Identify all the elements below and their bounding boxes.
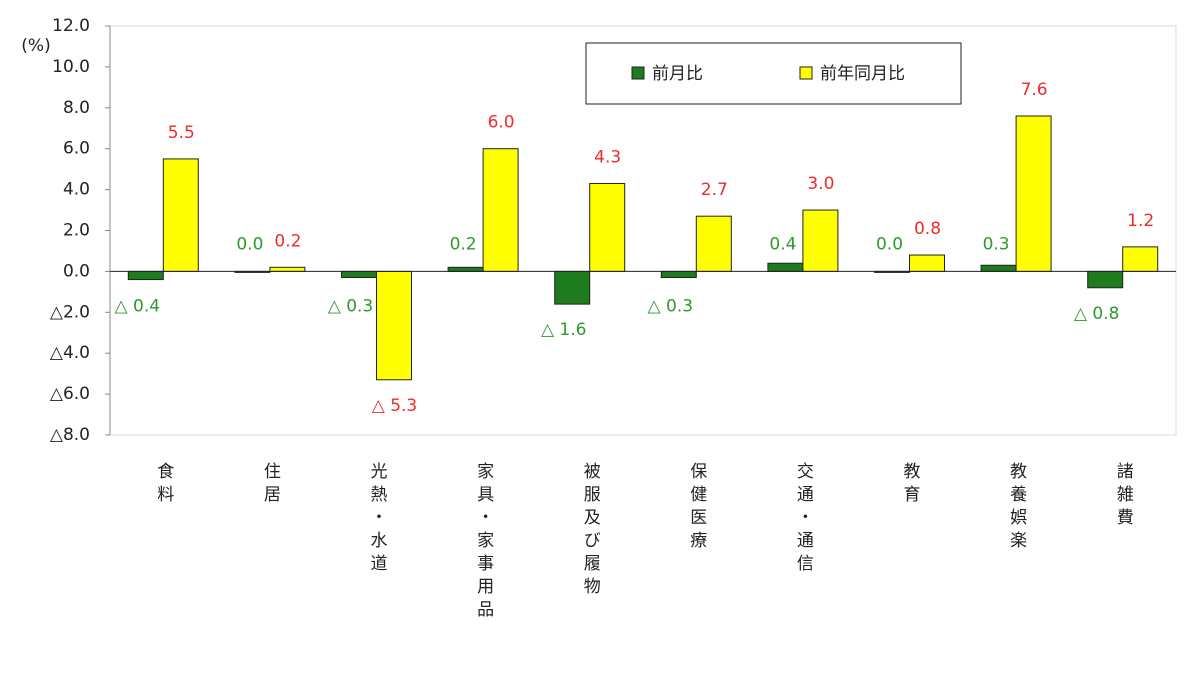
value-label: 0.2 (274, 231, 301, 251)
x-tick-label: 光熱・水道 (367, 462, 388, 577)
legend-swatch (631, 66, 645, 80)
bar (482, 148, 519, 272)
value-label: 3.0 (807, 174, 834, 194)
bar (1087, 270, 1124, 289)
bar (269, 266, 306, 272)
x-tick-label: 教養娯楽 (1006, 462, 1027, 554)
bar (162, 158, 199, 272)
value-label: 0.8 (914, 219, 941, 239)
value-label: 0.4 (769, 234, 796, 254)
value-label: △ 0.8 (1074, 304, 1120, 324)
bar (660, 270, 697, 279)
y-tick-label: 12.0 (52, 16, 90, 36)
value-label: △ 0.3 (328, 296, 374, 316)
y-tick-label: 0.0 (63, 261, 90, 281)
bar (767, 262, 804, 272)
x-tick-label: 保健医療 (686, 462, 707, 554)
bar (980, 264, 1017, 272)
value-label: 0.3 (983, 234, 1010, 254)
y-tick-label: △4.0 (50, 343, 90, 363)
value-label: △ 0.4 (115, 296, 161, 316)
y-tick-label: △2.0 (50, 302, 90, 322)
value-label: 6.0 (488, 113, 515, 133)
bar (376, 270, 412, 381)
unit-label: (%) (21, 36, 50, 56)
x-tick-label: 交通・通信 (793, 462, 814, 577)
y-tick-label: 10.0 (52, 57, 90, 77)
legend-label: 前月比 (652, 64, 703, 84)
value-label: △ 0.3 (648, 296, 694, 316)
bar (1122, 246, 1159, 272)
value-label: 5.5 (168, 123, 195, 143)
bar (554, 270, 591, 305)
x-tick-label: 被服及び履物 (580, 462, 601, 600)
y-tick-label: 8.0 (63, 98, 90, 118)
bar (695, 215, 732, 272)
bar (909, 254, 945, 272)
legend-swatch (799, 66, 813, 80)
bar (447, 266, 484, 272)
bar (341, 270, 377, 279)
value-label: 1.2 (1127, 211, 1154, 231)
bar (1015, 115, 1052, 272)
y-tick-label: △8.0 (50, 425, 90, 445)
y-tick-label: 4.0 (63, 180, 90, 200)
bar (802, 209, 839, 272)
y-tick-label: 2.0 (63, 221, 90, 241)
value-label: 0.2 (450, 234, 477, 254)
x-tick-label: 食料 (153, 462, 174, 508)
legend-box (585, 42, 962, 105)
value-label: 0.0 (876, 234, 903, 254)
x-tick-label: 諸雑費 (1113, 462, 1134, 531)
bar (589, 182, 626, 272)
value-label: 7.6 (1021, 80, 1048, 100)
value-label: 4.3 (594, 147, 621, 167)
x-tick-label: 教育 (900, 462, 921, 508)
y-tick-label: △6.0 (50, 384, 90, 404)
x-tick-label: 住居 (260, 462, 281, 508)
value-label: △ 1.6 (541, 320, 587, 340)
legend-label: 前年同月比 (820, 64, 905, 84)
x-tick-label: 家具・家事用品 (473, 462, 494, 623)
value-label: 2.7 (701, 180, 728, 200)
bar (127, 270, 164, 281)
value-label: △ 5.3 (372, 396, 418, 416)
y-tick-label: 6.0 (63, 139, 90, 159)
value-label: 0.0 (236, 234, 263, 254)
